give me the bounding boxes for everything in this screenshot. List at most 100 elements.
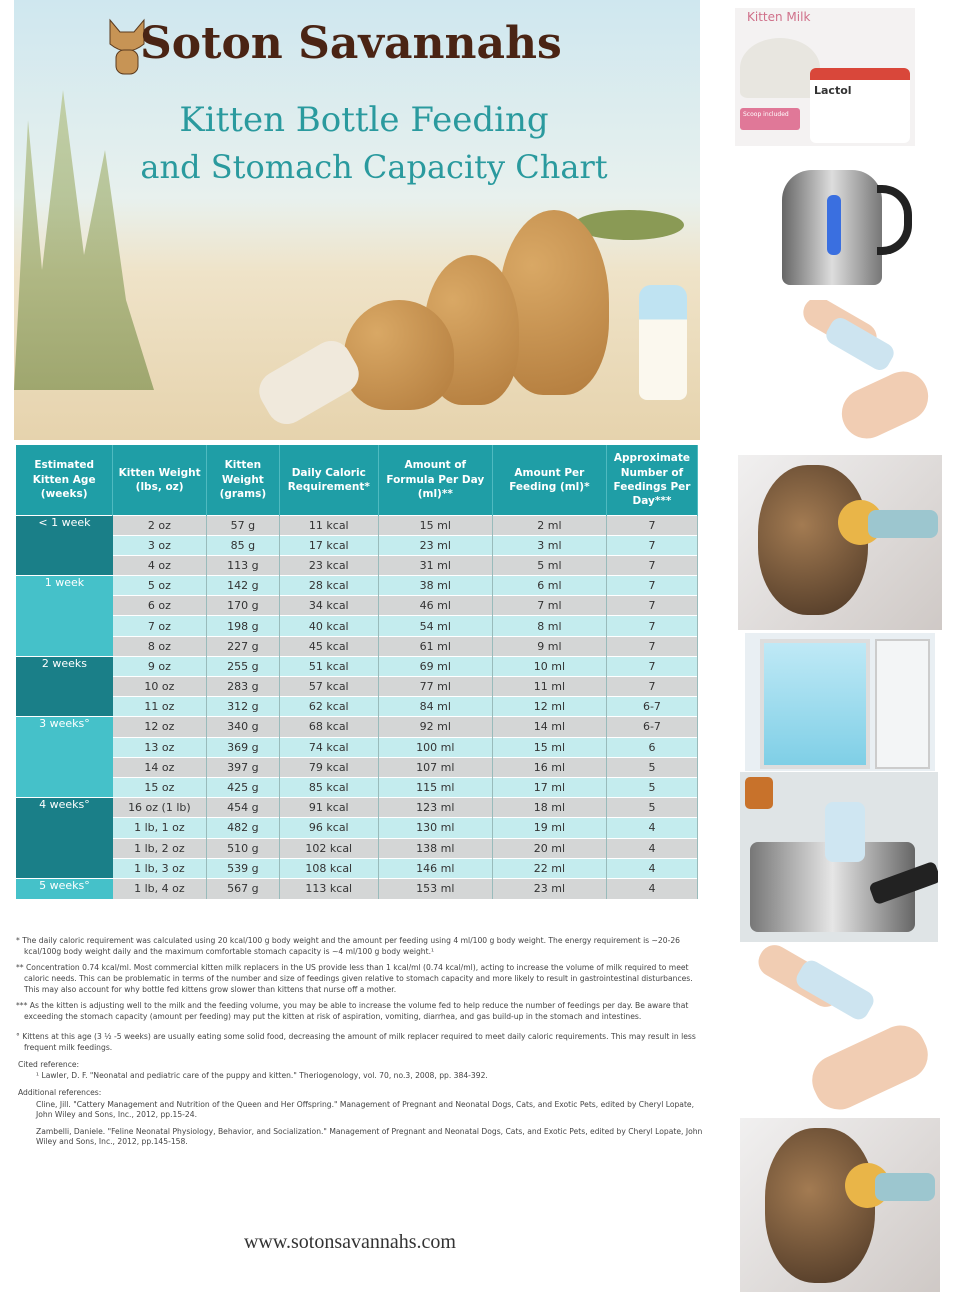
table-cell: 17 kcal [279, 534, 379, 556]
table-cell: 45 kcal [279, 635, 379, 657]
table-cell: 6 ml [492, 575, 607, 596]
table-cell: 1 lb, 4 oz [112, 877, 207, 899]
table-header-row: Estimated Kitten Age (weeks) Kitten Weigh… [16, 445, 699, 515]
age-group-label: 1 week [44, 576, 85, 590]
table-row: 5 weeks° 1 lb, 4 oz 567 g 113 kcal 153 ml 23 … [16, 877, 699, 899]
tree-illustration [574, 210, 684, 240]
age-group-label: 2 weeks [41, 656, 87, 670]
chart-title-line2: and Stomach Capacity Chart [140, 148, 608, 186]
table-cell: 22 ml [492, 857, 607, 879]
table-cell: 17 ml [492, 776, 607, 798]
table-cell: 20 ml [492, 837, 607, 859]
table-cell: 7 [606, 635, 699, 657]
kitten-milk-label: Kitten Milk [747, 10, 811, 24]
table-row: 7 oz 198 g 40 kcal 54 ml 8 ml 7 [16, 615, 699, 637]
table-cell: 1 lb, 2 oz [112, 837, 207, 859]
table-cell: 7 oz [112, 615, 207, 637]
table-cell: 69 ml [378, 655, 493, 677]
product-name: Lactol [814, 84, 852, 97]
table-cell: 102 kcal [279, 837, 379, 859]
column-header: Kitten Weight (lbs, oz) [112, 445, 207, 515]
table-cell: 15 ml [492, 736, 607, 758]
table-cell: 14 oz [112, 756, 207, 778]
table-cell: 12 ml [492, 696, 607, 717]
table-cell: 227 g [206, 635, 280, 657]
table-cell: 84 ml [378, 696, 493, 717]
table-cell: 34 kcal [279, 595, 379, 616]
table-row: 15 oz 425 g 85 kcal 115 ml 17 ml 5 [16, 776, 699, 798]
column-header: Amount Per Feeding (ml)* [492, 445, 607, 515]
table-cell: 340 g [206, 716, 280, 738]
table-row: 1 lb, 2 oz 510 g 102 kcal 138 ml 20 ml 4 [16, 837, 699, 859]
table-cell: 425 g [206, 776, 280, 798]
table-cell: 107 ml [378, 756, 493, 778]
table-cell: 510 g [206, 837, 280, 859]
table-cell: 142 g [206, 575, 280, 596]
kitten-feeding-photo [738, 455, 942, 630]
bottle-illustration [639, 285, 687, 400]
table-row: 1 week 5 oz 142 g 28 kcal 38 ml 6 ml 7 [16, 575, 699, 657]
age-group-label: 3 weeks° [39, 717, 90, 731]
table-cell: 4 [606, 857, 699, 879]
table-cell: 7 [606, 655, 699, 677]
table-cell: 11 kcal [279, 514, 379, 536]
table-cell: 38 ml [378, 575, 493, 596]
age-group-label: 4 weeks° [39, 798, 90, 812]
table-cell: 198 g [206, 615, 280, 637]
footnote-feeding-volume: *** As the kitten is adjusting well to t… [16, 1001, 689, 1021]
table-cell: 28 kcal [279, 575, 379, 596]
column-header: Kitten Weight (grams) [206, 445, 280, 515]
scoop-badge: Scoop included [740, 108, 800, 130]
footnote-concentration: ** Concentration 0.74 kcal/ml. Most comm… [16, 963, 693, 994]
column-header: Estimated Kitten Age (weeks) [16, 445, 114, 515]
age-group-label: 5 weeks° [39, 878, 90, 892]
table-cell: 113 kcal [279, 877, 379, 899]
column-header: Approximate Number of Feedings Per Day**… [606, 445, 699, 515]
table-cell: 85 kcal [279, 776, 379, 798]
kitten-illustration [344, 300, 454, 410]
table-cell: 77 ml [378, 675, 493, 697]
table-cell: 11 oz [112, 696, 207, 717]
website-link[interactable]: www.sotonsavannahs.com [243, 1231, 456, 1253]
table-cell: 15 oz [112, 776, 207, 798]
kettle-image [772, 165, 917, 290]
table-row: 3 oz 85 g 17 kcal 23 ml 3 ml 7 [16, 534, 699, 556]
age-group-cell: < 1 week [16, 514, 113, 576]
column-header: Daily Caloric Requirement* [279, 445, 379, 515]
table-cell: 130 ml [378, 817, 493, 838]
table-cell: 96 kcal [279, 817, 379, 838]
table-cell: 4 [606, 877, 699, 899]
reference-item: Zambelli, Daniele. "Feline Neonatal Phys… [36, 1126, 703, 1147]
table-row: 1 lb, 3 oz 539 g 108 kcal 146 ml 22 ml 4 [16, 857, 699, 879]
table-cell: 4 [606, 817, 699, 838]
wrist-test-image [790, 300, 935, 440]
table-cell: 16 ml [492, 756, 607, 778]
table-cell: 108 kcal [279, 857, 379, 879]
table-cell: 255 g [206, 655, 280, 677]
table-row: 13 oz 369 g 74 kcal 100 ml 15 ml 6 [16, 736, 699, 758]
age-group-cell: 5 weeks° [16, 877, 113, 899]
table-row: 3 weeks° 12 oz 340 g 68 kcal 92 ml 14 ml 6-7 [16, 716, 699, 798]
table-cell: 4 oz [112, 554, 207, 576]
bottle-warming-photo [740, 772, 938, 942]
brand-name: Soton Savannahs [140, 18, 562, 69]
table-cell: 61 ml [378, 635, 493, 657]
table-row: 4 weeks° 16 oz (1 lb) 454 g 91 kcal 123 ml 18… [16, 797, 699, 879]
table-cell: 2 ml [492, 514, 607, 536]
table-cell: 397 g [206, 756, 280, 778]
table-cell: 6-7 [606, 696, 699, 717]
table-cell: 7 ml [492, 595, 607, 616]
table-cell: 7 [606, 534, 699, 556]
table-cell: 539 g [206, 857, 280, 879]
table-cell: 54 ml [378, 615, 493, 637]
table-cell: 100 ml [378, 736, 493, 758]
table-cell: 153 ml [378, 877, 493, 899]
table-cell: 31 ml [378, 554, 493, 576]
table-cell: 4 [606, 837, 699, 859]
table-cell: 5 oz [112, 575, 207, 596]
table-cell: 170 g [206, 595, 280, 616]
table-cell: 7 [606, 514, 699, 536]
grass-illustration [14, 90, 154, 390]
table-cell: 62 kcal [279, 696, 379, 717]
table-cell: 8 ml [492, 615, 607, 637]
